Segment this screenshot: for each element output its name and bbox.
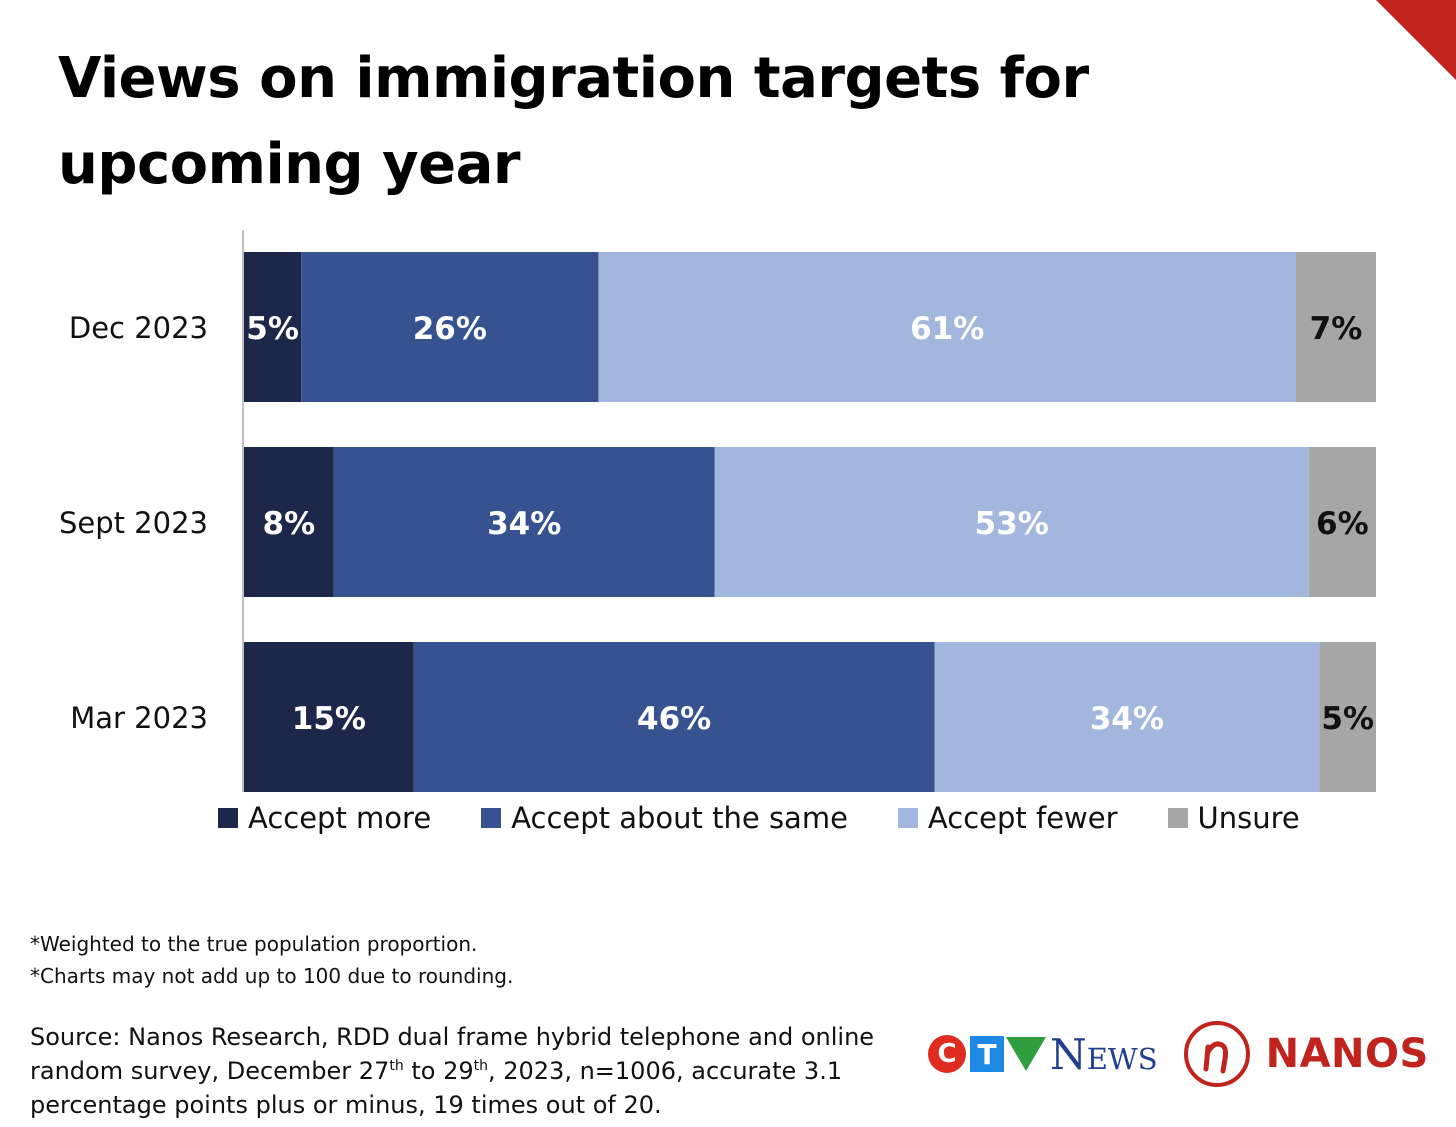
ctv-news-logo: C T News [928,1030,1158,1079]
legend-swatch [481,808,502,828]
corner-accent [1376,0,1456,80]
bar-segment [244,252,302,402]
ctv-c-mark: C [928,1035,966,1073]
data-label: 7% [1310,311,1363,347]
source-sup1: th [389,1058,404,1074]
data-label: 53% [975,506,1049,542]
category-label: Mar 2023 [70,701,208,735]
nanos-wordmark: NANOS [1265,1031,1429,1077]
ctv-t-mark: T [970,1036,1004,1072]
category-label: Dec 2023 [69,311,208,345]
source-sup2: th [473,1058,488,1074]
source-part3: , 2023, n=1006, accurate 3.1 percentage … [30,1057,843,1119]
bar-segment [333,447,715,597]
data-label: 46% [637,701,711,737]
source-text: Source: Nanos Research, RDD dual frame h… [30,1020,890,1122]
data-label: 34% [487,506,561,542]
bar-segment [1295,252,1376,402]
ctv-v-icon [1006,1035,1046,1073]
legend-swatch [1167,808,1188,828]
bar-segment [1308,447,1376,597]
nanos-emblem-icon [1183,1021,1250,1087]
category-label: Sept 2023 [59,506,208,540]
bar-segment [1319,642,1376,792]
bar-segment [413,642,935,792]
data-label: 5% [246,311,299,347]
source-part1: Source: Nanos Research, RDD dual frame h… [30,1023,875,1085]
data-label: 8% [263,506,316,542]
nanos-logo: NANOS [1182,1019,1429,1089]
data-label: 34% [1090,701,1164,737]
legend-item: Unsure [1167,801,1300,835]
note-weighting: *Weighted to the true population proport… [30,932,478,956]
note-rounding: *Charts may not add up to 100 due to rou… [30,964,514,988]
bar-segment [301,252,599,402]
legend-label: Accept about the same [511,801,848,835]
legend-swatch [218,808,238,828]
ctv-news-wordmark: News [1050,1029,1158,1079]
bar-segment [714,447,1309,597]
legend-label: Unsure [1197,801,1300,835]
data-label: 15% [292,701,366,737]
bar-segment [244,642,414,792]
bar-segment [934,642,1320,792]
data-label: 26% [413,311,487,347]
chart-notes: *Weighted to the true population proport… [30,928,513,992]
source-part2: to 29 [403,1057,474,1085]
legend-item: Accept more [218,801,431,835]
legend-label: Accept fewer [927,801,1118,835]
legend-item: Accept fewer [897,801,1118,835]
bar-segment [244,447,334,597]
legend-label: Accept more [248,801,432,835]
logos: C T News NANOS [928,1016,1438,1092]
legend-item: Accept about the same [481,801,848,835]
data-label: 61% [910,311,984,347]
data-label: 5% [1321,701,1374,737]
chart-title: Views on immigration targets for upcomin… [58,46,1089,197]
bar-segment [598,252,1296,402]
chart-legend: Accept more Accept about the same Accept f… [218,796,1350,840]
legend-swatch [897,808,918,828]
data-label: 6% [1316,506,1369,542]
